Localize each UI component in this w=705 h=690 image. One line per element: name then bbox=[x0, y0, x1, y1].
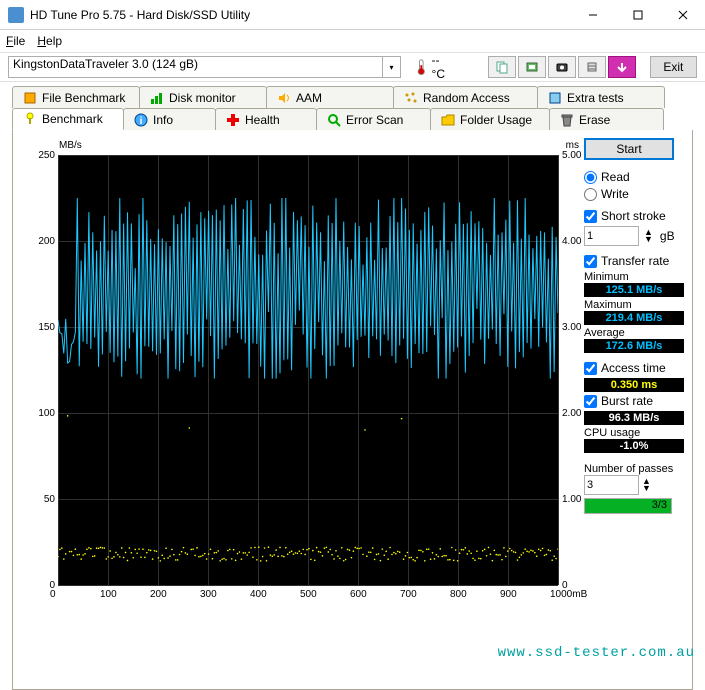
tab-file-benchmark[interactable]: File Benchmark bbox=[12, 86, 140, 108]
tab-random-access[interactable]: Random Access bbox=[393, 86, 538, 108]
short-stroke-row[interactable]: Short stroke bbox=[584, 209, 684, 223]
read-radio-row[interactable]: Read bbox=[584, 170, 684, 184]
tab-error-scan[interactable]: Error Scan bbox=[316, 108, 431, 130]
toolbar: KingstonDataTraveler 3.0 (124 gB) ▾ -- °… bbox=[0, 52, 705, 82]
tab-disk-monitor[interactable]: Disk monitor bbox=[139, 86, 267, 108]
maximum-label: Maximum bbox=[584, 299, 684, 311]
watermark: www.ssd-tester.com.au bbox=[498, 645, 695, 661]
average-label: Average bbox=[584, 327, 684, 339]
progress-text: 3/3 bbox=[652, 499, 667, 511]
burst-rate-checkbox[interactable] bbox=[584, 395, 597, 408]
write-radio-row[interactable]: Write bbox=[584, 187, 684, 201]
cpu-usage-value: -1.0% bbox=[584, 439, 684, 453]
copy-screenshot-button[interactable] bbox=[518, 56, 546, 78]
transfer-rate-row[interactable]: Transfer rate bbox=[584, 254, 684, 268]
chart-plot-area bbox=[58, 155, 558, 585]
write-radio[interactable] bbox=[584, 188, 597, 201]
minimum-label: Minimum bbox=[584, 271, 684, 283]
tab-aam[interactable]: AAM bbox=[266, 86, 394, 108]
titlebar: HD Tune Pro 5.75 - Hard Disk/SSD Utility bbox=[0, 0, 705, 30]
transfer-rate-checkbox[interactable] bbox=[584, 255, 597, 268]
window-controls bbox=[570, 0, 705, 30]
menu-help[interactable]: Help bbox=[37, 34, 62, 48]
start-button[interactable]: Start bbox=[584, 138, 674, 160]
window-title: HD Tune Pro 5.75 - Hard Disk/SSD Utility bbox=[30, 8, 570, 22]
burst-rate-value: 96.3 MB/s bbox=[584, 411, 684, 425]
menubar: File Help bbox=[0, 30, 705, 52]
close-button[interactable] bbox=[660, 0, 705, 30]
copy-info-button[interactable] bbox=[488, 56, 516, 78]
tab-container: File Benchmark Disk monitor AAM Random A… bbox=[0, 82, 705, 690]
maximize-button[interactable] bbox=[615, 0, 660, 30]
tab-row-1: File Benchmark Disk monitor AAM Random A… bbox=[12, 86, 693, 108]
passes-input[interactable] bbox=[584, 475, 639, 495]
access-time-row[interactable]: Access time bbox=[584, 361, 684, 375]
average-value: 172.6 MB/s bbox=[584, 339, 684, 353]
menu-file[interactable]: File bbox=[6, 34, 25, 48]
save-screenshot-button[interactable] bbox=[548, 56, 576, 78]
y-left-unit: MB/s bbox=[59, 140, 82, 151]
options-button[interactable] bbox=[578, 56, 606, 78]
short-stroke-input[interactable] bbox=[584, 226, 639, 246]
minimize-button[interactable] bbox=[570, 0, 615, 30]
results-panel: Start Read Write Short stroke ▲▼ gB Tran… bbox=[584, 138, 684, 514]
progress-bar: 3/3 bbox=[584, 498, 672, 514]
access-time-value: 0.350 ms bbox=[584, 378, 684, 392]
tab-health[interactable]: Health bbox=[215, 108, 317, 130]
passes-label: Number of passes bbox=[584, 463, 684, 475]
tab-erase[interactable]: Erase bbox=[549, 108, 664, 130]
stroke-spinner[interactable]: ▲▼ bbox=[644, 229, 653, 243]
benchmark-panel: MB/s ms 250200150100500 5.004.003.002.00… bbox=[12, 130, 693, 690]
svg-text:i: i bbox=[140, 116, 143, 127]
save-log-button[interactable] bbox=[608, 56, 636, 78]
burst-rate-row[interactable]: Burst rate bbox=[584, 394, 684, 408]
drive-select-value: KingstonDataTraveler 3.0 (124 gB) bbox=[8, 56, 383, 78]
cpu-usage-label: CPU usage bbox=[584, 427, 684, 439]
tab-extra-tests[interactable]: Extra tests bbox=[537, 86, 665, 108]
access-time-checkbox[interactable] bbox=[584, 362, 597, 375]
app-icon bbox=[8, 7, 24, 23]
exit-button[interactable]: Exit bbox=[650, 56, 697, 78]
minimum-value: 125.1 MB/s bbox=[584, 283, 684, 297]
tab-info[interactable]: iInfo bbox=[123, 108, 216, 130]
short-stroke-checkbox[interactable] bbox=[584, 210, 597, 223]
passes-spinner[interactable]: ▲▼ bbox=[642, 478, 651, 492]
tab-benchmark[interactable]: Benchmark bbox=[12, 108, 124, 130]
tab-folder-usage[interactable]: Folder Usage bbox=[430, 108, 550, 130]
tab-row-2: Benchmark iInfo Health Error Scan Folder… bbox=[12, 108, 693, 130]
toolbar-buttons bbox=[488, 56, 636, 78]
drive-selector[interactable]: KingstonDataTraveler 3.0 (124 gB) ▾ bbox=[8, 56, 401, 78]
read-radio[interactable] bbox=[584, 171, 597, 184]
temperature-display: -- °C bbox=[415, 53, 454, 81]
maximum-value: 219.4 MB/s bbox=[584, 311, 684, 325]
thermometer-icon bbox=[415, 58, 428, 76]
drive-select-arrow-icon[interactable]: ▾ bbox=[383, 56, 401, 78]
temperature-value: -- °C bbox=[432, 53, 454, 81]
benchmark-chart: MB/s ms 250200150100500 5.004.003.002.00… bbox=[23, 140, 593, 630]
